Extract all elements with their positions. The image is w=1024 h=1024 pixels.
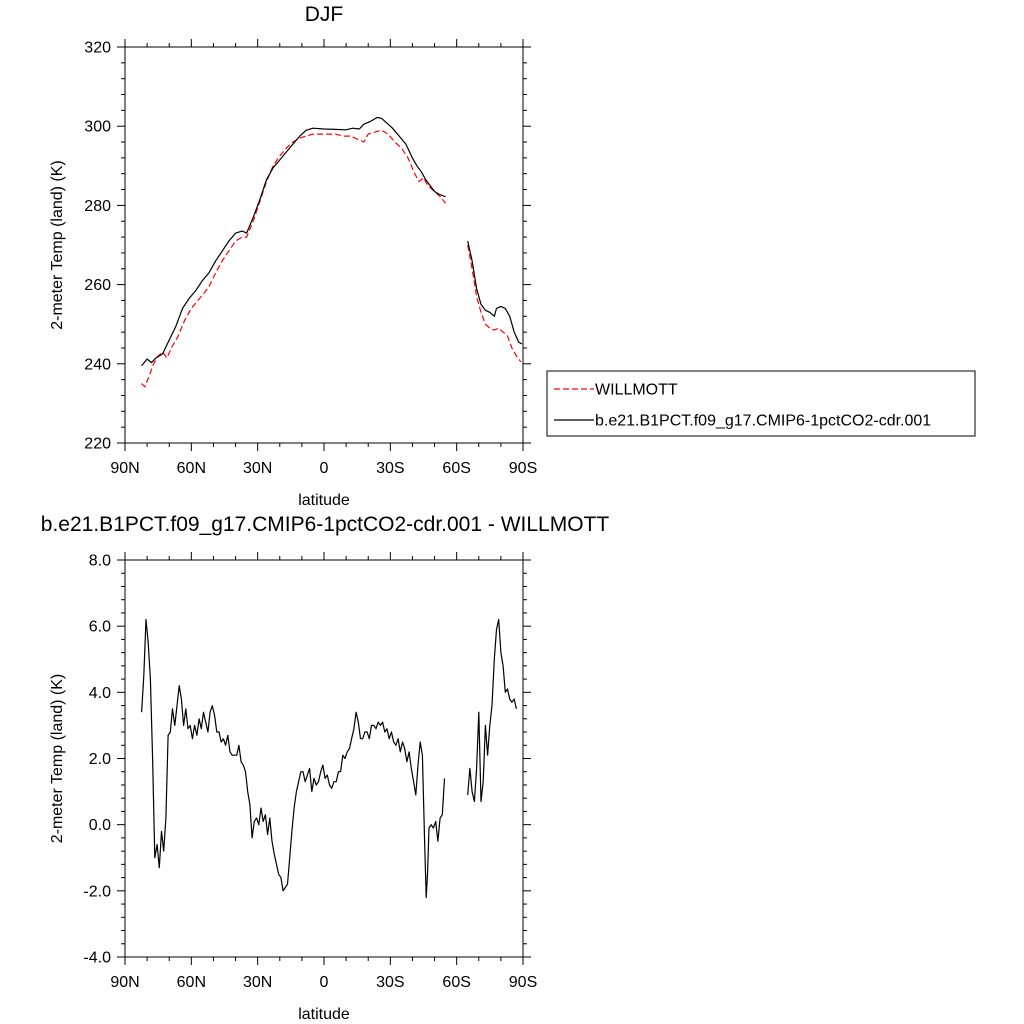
- x-tick-label: 30N: [243, 974, 272, 991]
- y-tick-label: 220: [84, 436, 111, 453]
- y-axis-label: 2-meter Temp (land) (K): [49, 160, 66, 330]
- x-axis-label: latitude: [298, 1006, 350, 1023]
- x-tick-label: 0: [320, 460, 329, 477]
- legend-label-1: WILLMOTT: [595, 382, 678, 399]
- x-tick-label: 30S: [376, 460, 404, 477]
- legend-box: [546, 370, 976, 437]
- y-tick-label: 0.0: [89, 817, 111, 834]
- x-tick-label: 90N: [110, 974, 139, 991]
- series-line-1-segment-1: [141, 618, 446, 899]
- plot-frame: [124, 559, 524, 958]
- y-tick-label: 260: [84, 277, 111, 294]
- x-tick-label: 90S: [509, 460, 537, 477]
- series-line-2-segment-1: [141, 116, 446, 367]
- x-tick-label: 60S: [442, 460, 470, 477]
- series-line-1-segment-2: [467, 244, 522, 363]
- y-tick-label: -2.0: [83, 883, 111, 900]
- x-tick-label: 60N: [177, 460, 206, 477]
- y-tick-label: 6.0: [89, 619, 111, 636]
- y-tick-label: -4.0: [83, 950, 111, 967]
- chart-title: DJF: [305, 3, 344, 26]
- x-tick-label: 90S: [509, 974, 537, 991]
- series-line-2-segment-2: [467, 240, 523, 345]
- legend: WILLMOTT b.e21.B1PCT.f09_g17.CMIP6-1pctCO…: [546, 370, 976, 437]
- plot-frame: [124, 46, 524, 444]
- x-tick-label: 30N: [243, 460, 272, 477]
- x-tick-label: 60S: [442, 974, 470, 991]
- y-axis-label: 2-meter Temp (land) (K): [49, 674, 66, 844]
- x-tick-label: 90N: [110, 460, 139, 477]
- legend-label-2: b.e21.B1PCT.f09_g17.CMIP6-1pctCO2-cdr.00…: [595, 413, 931, 430]
- series-line-1-segment-2: [467, 618, 517, 803]
- y-tick-label: 320: [84, 40, 111, 57]
- y-tick-label: 4.0: [89, 685, 111, 702]
- chart-title: b.e21.B1PCT.f09_g17.CMIP6-1pctCO2-cdr.00…: [41, 513, 610, 536]
- x-tick-label: 60N: [177, 974, 206, 991]
- x-tick-label: 30S: [376, 974, 404, 991]
- y-tick-label: 300: [84, 119, 111, 136]
- x-axis-label: latitude: [298, 492, 350, 509]
- chart-panel-1: DJF 220 240 260 280 300 320 90N 60N 30N 0 30S 60S 90S…: [49, 3, 976, 509]
- x-tick-label: 0: [320, 974, 329, 991]
- chart-panel-2: b.e21.B1PCT.f09_g17.CMIP6-1pctCO2-cdr.00…: [41, 513, 610, 1023]
- y-tick-label: 8.0: [89, 553, 111, 570]
- y-tick-label: 280: [84, 198, 111, 215]
- series-line-1-segment-1: [141, 129, 447, 388]
- y-tick-label: 240: [84, 356, 111, 373]
- y-tick-label: 2.0: [89, 751, 111, 768]
